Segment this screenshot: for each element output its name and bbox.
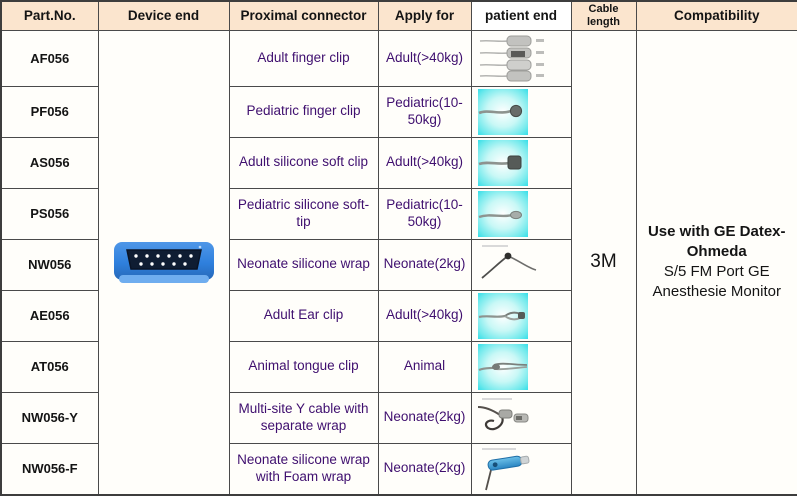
header-proximal-connector: Proximal connector (228, 0, 379, 31)
part-no-cell: PS056 (0, 187, 99, 240)
header-part-no: Part.No. (0, 0, 99, 31)
proximal-connector-cell: Adult silicone soft clip (228, 136, 379, 189)
patient-end-cell (470, 289, 572, 342)
patient-end-cell (470, 136, 572, 189)
apply-for-cell: Neonate(2kg) (377, 442, 472, 495)
table-row: AT056 Animal tongue clip Animal (0, 340, 797, 393)
compatibility-bold-text: Use with GE Datex-Ohmeda (647, 222, 786, 260)
patient-end-cell (470, 187, 572, 240)
blue-spo2-connector-photo (113, 242, 214, 283)
adult-silicone-soft-clip-photo (477, 139, 528, 186)
header-apply-for: Apply for (377, 0, 472, 31)
patient-end-cell (470, 29, 572, 87)
apply-for-cell: Adult(>40kg) (377, 29, 472, 87)
part-no-cell: PF056 (0, 85, 99, 138)
pediatric-silicone-soft-tip-photo (477, 190, 528, 237)
header-compatibility: Compatibility (635, 0, 797, 31)
patient-end-cell (470, 391, 572, 444)
proximal-connector-cell: Multi-site Y cable with separate wrap (228, 391, 379, 444)
animal-tongue-clip-photo (477, 343, 528, 390)
proximal-connector-cell: Pediatric silicone soft-tip (228, 187, 379, 240)
neonate-silicone-wrap-photo (480, 244, 536, 279)
table-row: PF056 Pediatric finger clip Pediatric(10… (0, 85, 797, 138)
patient-end-cell (470, 442, 572, 495)
table-row: AF056 Adult finger clip Adult(>40kg) (0, 29, 797, 495)
adult-finger-clips-photo (479, 35, 544, 82)
proximal-connector-cell: Adult Ear clip (228, 289, 379, 342)
table-row: NW056 Neonate silicone wrap Neonate(2kg) (0, 238, 797, 291)
multisite-y-cable-photo (477, 397, 528, 430)
table-row: NW056-Y Multi-site Y cable with separate… (0, 391, 797, 444)
table-row: NW056-F Neonate silicone wrap with Foam … (0, 442, 797, 495)
compatibility-regular-text: S/5 FM Port GE Anesthesie Monitor (652, 263, 781, 301)
part-no-cell: AE056 (0, 289, 99, 342)
apply-for-cell: Neonate(2kg) (377, 238, 472, 291)
header-row: Part.No. Device end Proximal connector A… (0, 0, 797, 31)
header-cable-length: Cable length (570, 0, 637, 31)
compatibility-cell: Use with GE Datex-Ohmeda S/5 FM Port GE … (635, 29, 797, 495)
proximal-connector-cell: Neonate silicone wrap (228, 238, 379, 291)
part-no-cell: NW056-Y (0, 391, 99, 444)
neonate-foam-wrap-photo (481, 447, 529, 490)
part-no-cell: AS056 (0, 136, 99, 189)
patient-end-cell (470, 340, 572, 393)
adult-ear-clip-photo (477, 292, 528, 339)
part-no-cell: AT056 (0, 340, 99, 393)
header-device-end: Device end (97, 0, 230, 31)
apply-for-cell: Adult(>40kg) (377, 289, 472, 342)
part-no-cell: AF056 (0, 29, 99, 87)
apply-for-cell: Pediatric(10-50kg) (377, 85, 472, 138)
apply-for-cell: Pediatric(10-50kg) (377, 187, 472, 240)
table-row: AE056 Adult Ear clip Adult(>40kg) (0, 289, 797, 342)
patient-end-cell (470, 238, 572, 291)
proximal-connector-cell: Animal tongue clip (228, 340, 379, 393)
proximal-connector-cell: Adult finger clip (228, 29, 379, 87)
apply-for-cell: Adult(>40kg) (377, 136, 472, 189)
part-no-cell: NW056-F (0, 442, 99, 495)
header-cable-length-line2: length (587, 15, 620, 28)
table-row: AS056 Adult silicone soft clip Adult(>40… (0, 136, 797, 189)
header-patient-end: patient end (470, 0, 572, 31)
cable-length-value: 3M (570, 29, 637, 495)
part-no-cell: NW056 (0, 238, 99, 291)
device-end-cell (97, 29, 230, 495)
header-cable-length-line1: Cable (588, 3, 619, 16)
apply-for-cell: Animal (377, 340, 472, 393)
proximal-connector-cell: Neonate silicone wrap with Foam wrap (228, 442, 379, 495)
pediatric-finger-sensor-photo (477, 88, 528, 135)
apply-for-cell: Neonate(2kg) (377, 391, 472, 444)
table-row: PS056 Pediatric silicone soft-tip Pediat… (0, 187, 797, 240)
proximal-connector-cell: Pediatric finger clip (228, 85, 379, 138)
patient-end-cell (470, 85, 572, 138)
